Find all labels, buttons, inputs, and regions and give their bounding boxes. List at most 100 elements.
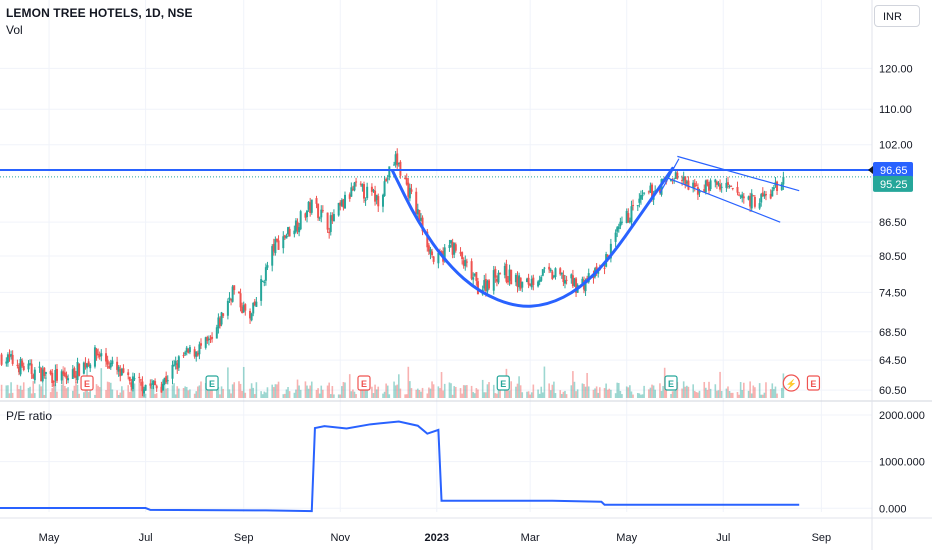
volume-bar (572, 371, 574, 398)
volume-bar (388, 394, 391, 398)
candle-body (761, 192, 764, 197)
candle-body (67, 378, 70, 381)
candle-body (647, 191, 650, 193)
candle-body (321, 210, 324, 212)
candle-body (658, 188, 661, 193)
candle-body (111, 360, 114, 364)
candle-body (198, 344, 201, 355)
candle-body (211, 336, 214, 339)
volume-bar (371, 386, 373, 398)
candle-body (285, 235, 288, 239)
volume-bar (674, 383, 677, 398)
volume-bar (230, 393, 232, 398)
candle-body (233, 285, 236, 291)
volume-bar (462, 385, 465, 398)
volume-bar (521, 392, 524, 398)
candle-body (195, 351, 198, 357)
volume-bar (727, 386, 729, 398)
candle-body (393, 164, 396, 166)
candle-body (231, 286, 234, 302)
candle-body (331, 215, 334, 221)
volume-bar (405, 394, 408, 398)
candle-body (41, 369, 44, 382)
volume-bar (84, 385, 87, 398)
volume-bar (328, 382, 330, 398)
volume-bar (227, 367, 229, 398)
earnings-marker-label: E (810, 379, 816, 389)
candle-body (537, 281, 540, 287)
candle-body (443, 247, 446, 260)
candle-body (10, 354, 13, 357)
volume-bar (728, 390, 731, 398)
y-tick-label: 80.50 (879, 251, 907, 263)
candle-body (359, 183, 362, 185)
candle-body (366, 186, 369, 199)
candle-body (353, 182, 356, 191)
volume-bar (276, 384, 278, 398)
candle-body (226, 300, 229, 316)
candle-body (97, 353, 100, 355)
candle-body (484, 278, 487, 291)
candle-body (426, 231, 429, 248)
volume-bar (654, 389, 656, 398)
candle-body (296, 221, 299, 231)
volume-bar (195, 391, 198, 398)
volume-bar (208, 390, 210, 398)
volume-bar (736, 392, 739, 398)
volume-bar (18, 389, 20, 398)
volume-bar (532, 384, 535, 398)
volume-bar (117, 394, 120, 398)
candle-body (166, 380, 169, 382)
volume-bar (595, 386, 598, 398)
volume-bar (306, 385, 308, 398)
volume-bar (32, 381, 35, 398)
candle-body (571, 275, 574, 287)
candle-body (299, 211, 302, 230)
candle-body (684, 176, 687, 185)
candle-body (162, 383, 165, 391)
candle-body (218, 318, 221, 327)
candle-body (581, 278, 584, 284)
volume-bar (282, 394, 285, 398)
volume-bar (673, 391, 675, 398)
pe-ratio-label: P/E ratio (6, 409, 53, 423)
volume-bar (758, 383, 761, 398)
currency-selector[interactable]: INR (874, 5, 920, 27)
volume-bar (377, 386, 380, 398)
candle-body (52, 380, 55, 383)
volume-bar (242, 366, 245, 398)
candle-body (703, 189, 706, 193)
volume-bar (255, 382, 258, 398)
volume-bar (410, 388, 413, 398)
candle-body (453, 243, 456, 255)
volume-bar (189, 389, 191, 398)
candle-body (128, 376, 131, 382)
volume-bar (144, 393, 147, 398)
candle-body (408, 187, 411, 199)
volume-bar (606, 389, 609, 398)
candle-body (171, 364, 174, 379)
volume-bar (561, 393, 563, 398)
candle-body (527, 277, 530, 285)
volume-bar (65, 388, 68, 398)
candle-body (374, 190, 377, 202)
volume-bar (56, 391, 58, 398)
candle-body (117, 366, 120, 372)
volume-bar (122, 390, 125, 398)
candle-body (758, 203, 761, 209)
candle-body (518, 275, 521, 288)
candle-body (714, 179, 717, 183)
volume-bar (307, 388, 310, 398)
candle-body (486, 280, 489, 292)
volume-bar (575, 391, 577, 398)
volume-bar (198, 385, 201, 398)
volume-bar (573, 381, 576, 398)
volume-bar (285, 389, 288, 398)
candle-body (747, 196, 750, 200)
volume-bar (662, 385, 664, 398)
event-markers[interactable]: E E E E E ⚡ E (80, 374, 821, 392)
volume-bar (472, 392, 474, 398)
volume-bar (8, 393, 11, 398)
volume-bar (30, 393, 33, 398)
